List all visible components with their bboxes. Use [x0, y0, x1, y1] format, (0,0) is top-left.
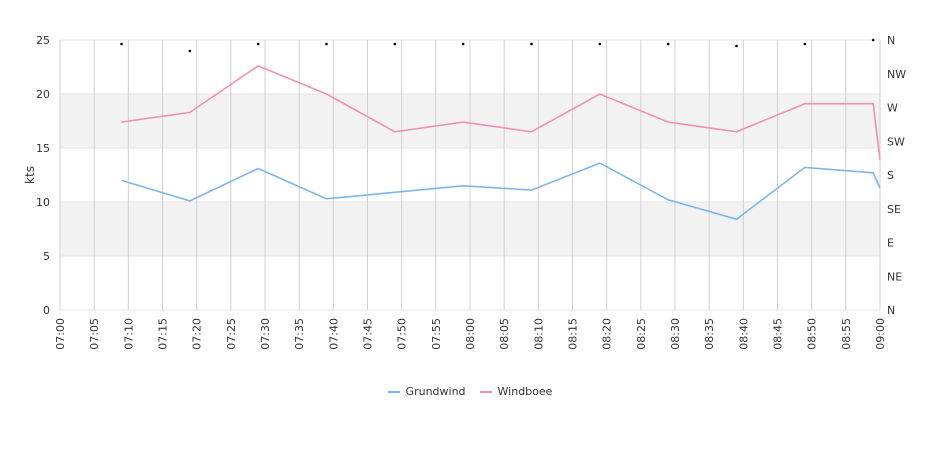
x-tick-label: 08:40: [737, 318, 750, 350]
x-tick-label: 08:35: [703, 318, 716, 350]
direction-tick-label: N: [887, 34, 895, 47]
x-tick-label: 07:50: [396, 318, 409, 350]
y-tick-label: 10: [36, 196, 50, 209]
direction-marker: [871, 38, 875, 42]
legend: Grundwind Windboee: [0, 385, 940, 398]
x-tick-label: 07:10: [122, 318, 135, 350]
x-tick-label: 08:20: [601, 318, 614, 350]
x-tick-label: 07:00: [54, 318, 67, 350]
x-tick-label: 08:05: [498, 318, 511, 350]
direction-tick-label: N: [887, 304, 895, 317]
x-tick-label: 07:20: [191, 318, 204, 350]
series-line-windboee: [121, 64, 881, 160]
x-tick-label: 07:35: [293, 318, 306, 350]
direction-marker: [666, 42, 670, 46]
x-tick-label: 07:45: [362, 318, 375, 350]
x-tick-label: 08:10: [532, 318, 545, 350]
x-tick-label: 07:40: [327, 318, 340, 350]
legend-label-windboee: Windboee: [497, 385, 553, 398]
y-tick-label: 0: [43, 304, 50, 317]
direction-tick-label: S: [887, 169, 894, 182]
x-tick-label: 07:05: [88, 318, 101, 350]
legend-swatch-grundwind: [387, 390, 400, 393]
x-tick-label: 08:25: [635, 318, 648, 350]
legend-item-windboee[interactable]: Windboee: [479, 385, 553, 398]
direction-marker: [120, 42, 123, 46]
x-tick-label: 08:00: [464, 318, 477, 350]
direction-tick-label: W: [887, 102, 898, 115]
direction-tick-label: SW: [887, 135, 905, 148]
x-tick-label: 07:55: [430, 318, 443, 350]
x-tick-label: 08:45: [772, 318, 785, 350]
direction-marker: [256, 42, 260, 46]
y-tick-label: 15: [36, 142, 50, 155]
x-tick-label: 08:15: [567, 318, 580, 350]
x-tick-label: 07:25: [225, 318, 238, 350]
x-tick-label: 08:50: [806, 318, 819, 350]
direction-marker: [393, 42, 397, 46]
direction-tick-label: NW: [887, 68, 906, 81]
direction-tick-label: NE: [887, 270, 902, 283]
direction-marker: [530, 42, 533, 46]
y-tick-label: 25: [36, 34, 50, 47]
x-tick-label: 07:30: [259, 318, 272, 350]
wind-chart: 07:00 07:05 07:10 07:15 07:20 07:25 07:30 07:35…: [23, 34, 906, 350]
direction-marker: [803, 42, 807, 46]
x-tick-label: 08:30: [669, 318, 682, 350]
direction-marker: [598, 42, 602, 46]
direction-marker: [188, 49, 192, 53]
x-tick-label: 07:15: [157, 318, 170, 350]
legend-item-grundwind[interactable]: Grundwind: [387, 385, 466, 398]
series-line-grundwind: [121, 162, 881, 221]
direction-tick-label: E: [887, 237, 894, 250]
y-axis-label: kts: [23, 166, 37, 184]
legend-label-grundwind: Grundwind: [405, 385, 466, 398]
direction-tick-label: SE: [887, 203, 901, 216]
x-tick-label: 08:55: [840, 318, 853, 350]
direction-marker: [461, 42, 465, 46]
direction-marker: [735, 44, 738, 48]
y-tick-label: 20: [36, 88, 50, 101]
x-tick-label: 09:00: [874, 318, 887, 350]
y-tick-label: 5: [43, 250, 50, 263]
legend-swatch-windboee: [479, 390, 492, 393]
direction-marker: [325, 42, 328, 46]
